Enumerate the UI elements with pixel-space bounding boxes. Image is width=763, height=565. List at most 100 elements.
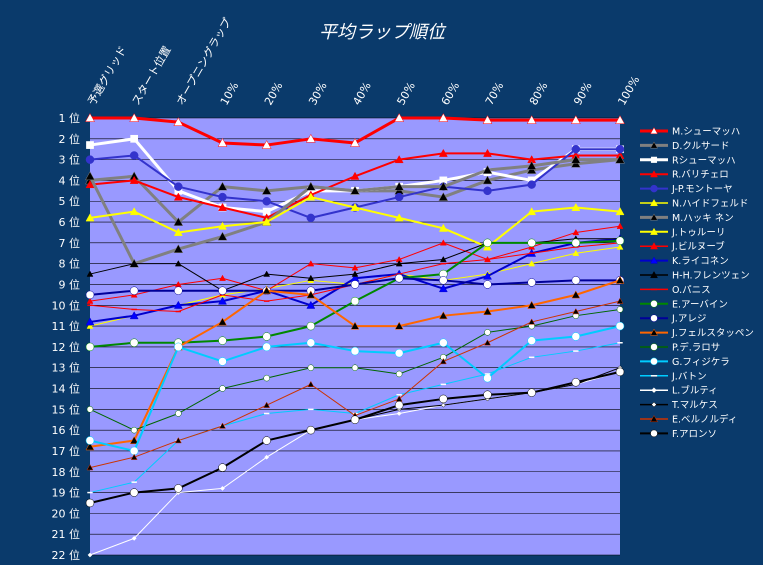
data-point (650, 357, 658, 366)
data-point (129, 338, 139, 347)
data-point (173, 217, 184, 226)
legend-item: L.ブルティ (640, 385, 718, 397)
data-point (572, 308, 580, 315)
data-point (86, 406, 94, 413)
y-axis: 1 位 2 位 3 位 4 位 5 位 6 位 7 位 8 位 9 位 10 位 11 位 12 位 1… (52, 111, 81, 562)
data-point (526, 160, 537, 170)
data-point (571, 202, 581, 211)
data-point (615, 321, 625, 331)
data-point (616, 306, 624, 313)
legend-label: P.デ.ラロサ (672, 342, 720, 354)
legend-label: J.フェルスタッペン (671, 328, 754, 339)
data-point (175, 410, 182, 417)
data-point (307, 364, 315, 371)
data-point (350, 280, 360, 289)
data-point (350, 202, 360, 211)
legend-item: R.バリチェロ (640, 170, 729, 181)
data-point (87, 552, 93, 558)
legend-label: M.シューマッハ (672, 127, 740, 138)
y-tick-label: 13 位 (52, 361, 81, 375)
data-point (615, 367, 625, 377)
legend-item: J.トゥルーリ (640, 227, 725, 238)
data-point (86, 322, 94, 329)
data-point (394, 213, 404, 222)
data-point (173, 192, 183, 201)
data-point (439, 394, 448, 404)
data-point (438, 148, 448, 157)
data-point (394, 321, 404, 330)
legend-label: D.クルサード (672, 141, 730, 152)
data-point (350, 296, 360, 306)
data-point (570, 154, 581, 164)
data-point (261, 185, 272, 195)
data-point (350, 185, 360, 195)
legend-label: L.ブルティ (672, 385, 718, 397)
data-point (263, 401, 271, 408)
data-point (217, 181, 228, 191)
data-point (394, 112, 405, 122)
series-8 (85, 192, 625, 251)
data-point (571, 332, 581, 341)
data-point (129, 207, 139, 216)
legend-label: G.フィジケラ (672, 357, 730, 368)
legend-item: J.ビルヌーブ (640, 241, 725, 253)
legend-label: R.バリチェロ (672, 170, 729, 181)
y-tick-label: 2 位 (59, 132, 81, 146)
series-22 (85, 367, 625, 508)
data-point (615, 236, 625, 246)
data-point (85, 213, 95, 222)
data-point (438, 192, 449, 201)
data-point (527, 336, 536, 345)
legend-label: J.アレジ (671, 314, 706, 325)
legend-item: J.バトン (640, 371, 707, 382)
data-point (484, 339, 491, 346)
y-tick-label: 3 位 (59, 153, 81, 167)
legend-label: J.バトン (671, 371, 707, 382)
data-point (350, 171, 360, 180)
data-point (262, 436, 271, 445)
data-point (173, 300, 183, 309)
data-point (262, 217, 272, 226)
data-point (438, 284, 448, 293)
data-point (528, 260, 536, 267)
legend-label: F.アロンソ (672, 429, 717, 440)
data-point (650, 242, 658, 250)
data-point (307, 274, 315, 281)
data-point (174, 182, 183, 191)
legend-item: E.アーバイン (640, 299, 728, 310)
data-point (615, 154, 625, 164)
y-tick-label: 11 位 (52, 319, 81, 333)
series-group (85, 112, 625, 558)
data-point (306, 425, 316, 435)
data-point (263, 374, 270, 382)
data-point (129, 488, 139, 497)
data-point (86, 270, 94, 277)
legend-item: J.フェルスタッペン (640, 328, 754, 339)
y-tick-label: 12 位 (52, 340, 81, 354)
data-point (306, 290, 316, 299)
legend-label: Rシューマッハ (672, 155, 736, 166)
data-point (650, 314, 658, 322)
data-point (394, 348, 404, 358)
data-point (351, 270, 359, 277)
data-point (306, 300, 316, 309)
y-tick-label: 21 位 (52, 527, 81, 541)
data-point (218, 202, 227, 211)
data-point (85, 342, 95, 352)
data-point (482, 175, 493, 185)
data-point (438, 181, 449, 191)
y-tick-label: 17 位 (52, 444, 81, 458)
data-point (483, 271, 492, 280)
data-point (650, 141, 658, 149)
data-point (85, 290, 95, 300)
data-point (394, 155, 404, 164)
data-point (85, 436, 95, 445)
data-point (351, 364, 359, 371)
data-point (130, 260, 138, 267)
data-point (526, 115, 537, 124)
data-point (651, 401, 657, 408)
y-tick-label: 20 位 (52, 506, 81, 520)
data-point (650, 126, 658, 135)
y-tick-label: 7 位 (59, 236, 81, 250)
data-point (174, 437, 182, 444)
